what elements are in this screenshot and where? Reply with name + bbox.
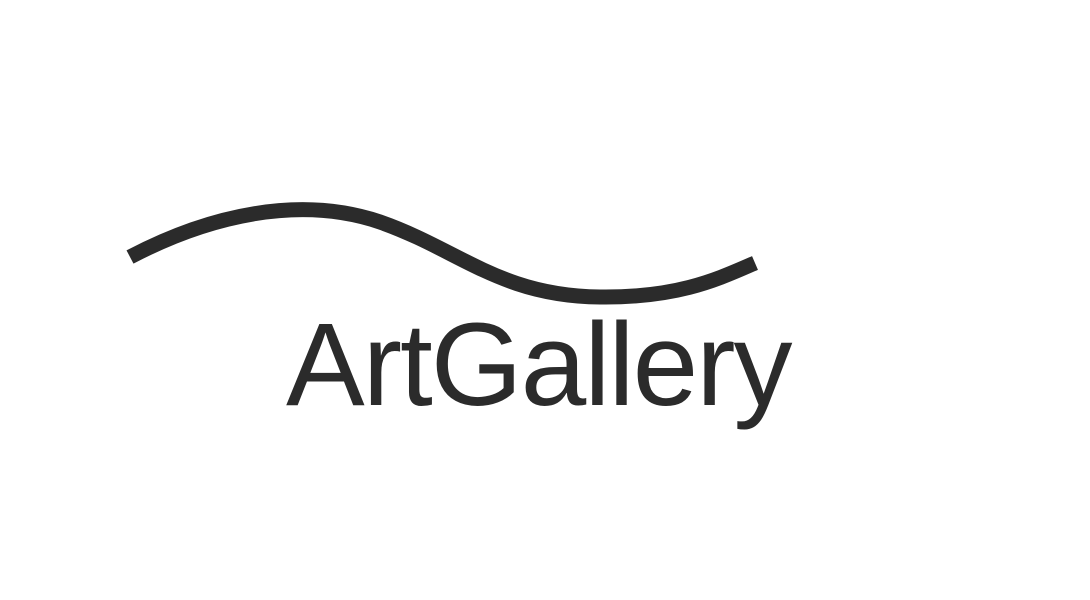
logo-wordmark: ArtGallery (286, 299, 793, 431)
